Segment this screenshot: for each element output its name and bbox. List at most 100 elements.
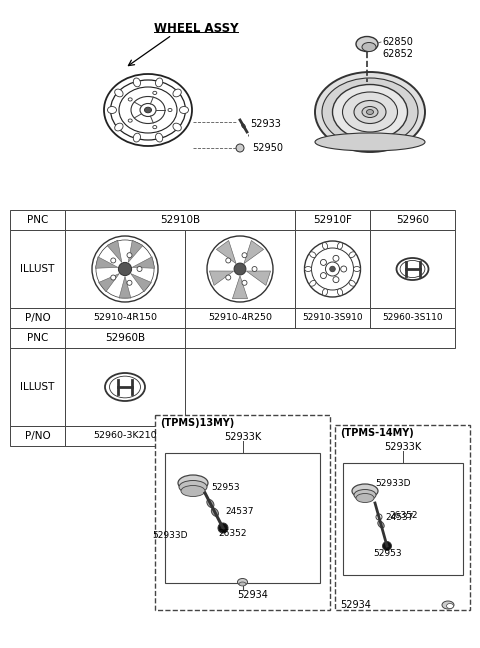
Text: 52933D: 52933D	[375, 478, 410, 487]
Ellipse shape	[128, 119, 132, 122]
Circle shape	[330, 266, 336, 272]
Ellipse shape	[144, 108, 152, 113]
Text: 52960-3K210: 52960-3K210	[93, 432, 157, 441]
Text: 52910B: 52910B	[160, 215, 200, 225]
Bar	[10, 328, 65, 348]
Ellipse shape	[241, 124, 245, 128]
Bar	[65, 308, 185, 328]
Polygon shape	[216, 240, 236, 264]
Ellipse shape	[323, 242, 327, 249]
Circle shape	[252, 266, 257, 272]
Bar	[185, 308, 295, 328]
Bar	[370, 210, 455, 230]
Polygon shape	[244, 240, 264, 264]
Text: 26352: 26352	[389, 511, 418, 520]
Circle shape	[242, 281, 247, 285]
Circle shape	[111, 275, 116, 280]
Circle shape	[127, 253, 132, 258]
Ellipse shape	[153, 126, 157, 129]
Polygon shape	[107, 240, 122, 262]
Text: 52960B: 52960B	[105, 333, 145, 343]
Text: 52960-3S110: 52960-3S110	[382, 314, 443, 323]
Ellipse shape	[356, 494, 374, 502]
Circle shape	[236, 144, 244, 152]
Ellipse shape	[337, 242, 343, 249]
Ellipse shape	[362, 106, 378, 117]
Text: 26352: 26352	[218, 529, 247, 537]
Text: 52910-4R150: 52910-4R150	[93, 314, 157, 323]
Ellipse shape	[239, 582, 246, 586]
Ellipse shape	[378, 521, 384, 528]
Circle shape	[321, 259, 326, 266]
Text: PNC: PNC	[27, 215, 48, 225]
Bar	[343, 463, 463, 575]
Text: ILLUST: ILLUST	[20, 264, 55, 274]
Bar	[10, 348, 65, 426]
Text: WHEEL ASSY: WHEEL ASSY	[154, 21, 238, 34]
Ellipse shape	[168, 108, 172, 111]
Ellipse shape	[173, 123, 181, 131]
Text: 52933K: 52933K	[384, 442, 421, 452]
Ellipse shape	[115, 89, 123, 97]
Bar	[65, 230, 185, 308]
Ellipse shape	[333, 84, 408, 139]
Polygon shape	[96, 257, 118, 268]
Text: PNC: PNC	[27, 333, 48, 343]
Text: 62852: 62852	[382, 49, 413, 59]
Bar	[10, 426, 65, 446]
Circle shape	[333, 277, 339, 283]
Ellipse shape	[446, 603, 454, 608]
Ellipse shape	[179, 481, 207, 494]
Bar	[370, 230, 455, 308]
Text: P/NO: P/NO	[24, 431, 50, 441]
Circle shape	[119, 262, 132, 275]
Ellipse shape	[322, 78, 418, 146]
Text: 52934: 52934	[237, 590, 268, 600]
Ellipse shape	[180, 106, 189, 113]
Bar	[10, 210, 65, 230]
Polygon shape	[132, 257, 155, 268]
Ellipse shape	[211, 508, 218, 516]
Bar	[155, 415, 330, 610]
Text: 52933: 52933	[250, 119, 281, 129]
Ellipse shape	[343, 92, 397, 132]
Bar	[10, 308, 65, 328]
Circle shape	[137, 266, 142, 272]
Text: P/NO: P/NO	[24, 313, 50, 323]
Text: ILLUST: ILLUST	[20, 382, 55, 392]
Bar	[295, 308, 370, 328]
Bar	[65, 328, 185, 348]
Polygon shape	[232, 275, 248, 299]
Circle shape	[127, 281, 132, 285]
Bar	[295, 230, 370, 308]
Text: (TPMS)13MY): (TPMS)13MY)	[160, 418, 234, 428]
Text: 62850: 62850	[382, 37, 413, 47]
Ellipse shape	[315, 72, 425, 152]
Ellipse shape	[310, 252, 316, 257]
Polygon shape	[128, 240, 143, 262]
Ellipse shape	[133, 78, 141, 87]
Ellipse shape	[367, 110, 373, 115]
Text: 52910F: 52910F	[313, 215, 352, 225]
Text: 52910-4R250: 52910-4R250	[208, 314, 272, 323]
Ellipse shape	[108, 106, 117, 113]
Ellipse shape	[337, 289, 343, 295]
Text: 52960: 52960	[396, 215, 429, 225]
Ellipse shape	[356, 36, 378, 51]
Polygon shape	[98, 273, 120, 292]
Bar	[65, 426, 185, 446]
Bar	[165, 453, 320, 583]
Text: 52950: 52950	[252, 143, 283, 153]
Circle shape	[218, 523, 228, 533]
Ellipse shape	[349, 281, 355, 286]
Circle shape	[242, 253, 247, 258]
Ellipse shape	[442, 601, 454, 609]
Ellipse shape	[156, 133, 163, 142]
Ellipse shape	[153, 91, 157, 95]
Bar	[10, 230, 65, 308]
Bar	[335, 425, 470, 610]
Bar	[65, 210, 295, 230]
Polygon shape	[131, 273, 151, 292]
Text: 52933K: 52933K	[224, 432, 261, 442]
Polygon shape	[246, 271, 271, 285]
